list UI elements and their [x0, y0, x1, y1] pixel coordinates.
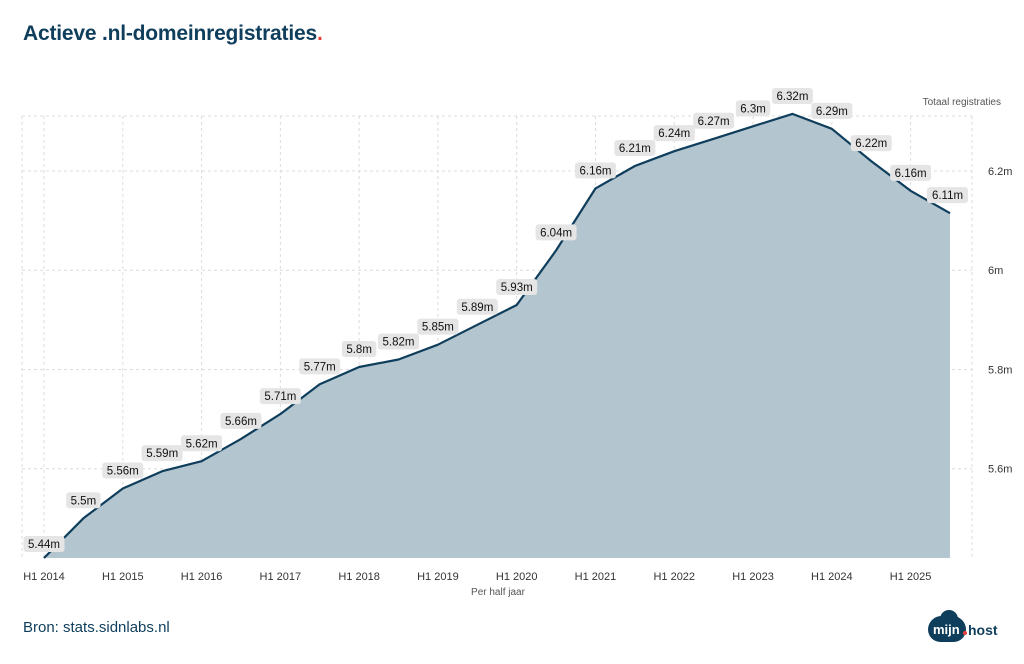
title-text: Actieve .nl-domeinregistraties [23, 22, 317, 45]
cloud-icon [928, 610, 966, 642]
data-label: 5.71m [264, 391, 296, 403]
data-label-bg [341, 340, 377, 357]
data-label-bg [23, 536, 65, 552]
data-label: 6.22m [855, 138, 887, 150]
data-label-bg [890, 164, 932, 181]
data-label-bg [417, 318, 459, 335]
data-label-bg [653, 125, 695, 142]
y-axis-title: Totaal registraties [923, 97, 1001, 108]
data-label: 6.04m [540, 227, 572, 239]
data-label: 5.44m [28, 539, 60, 551]
x-tick-label: H1 2016 [181, 571, 223, 583]
x-axis-title: Per half jaar [471, 587, 526, 598]
series-area [44, 113, 950, 559]
data-label-bg [535, 224, 577, 241]
data-label: 5.85m [422, 322, 454, 334]
source-note: Bron: stats.sidnlabs.nl [23, 619, 170, 636]
data-label-bg [102, 462, 144, 479]
data-label: 5.5m [71, 495, 97, 507]
x-tick-label: H1 2014 [23, 571, 65, 583]
data-label-bg [614, 140, 656, 157]
x-tick-label: H1 2024 [811, 571, 853, 583]
data-label: 5.62m [186, 438, 218, 450]
x-tick-label: H1 2018 [338, 571, 380, 583]
data-label: 5.89m [461, 302, 493, 314]
logo-dot [963, 631, 967, 635]
chart-title: Actieve .nl-domeinregistraties. [23, 22, 323, 46]
data-label-bg [299, 358, 341, 375]
x-tick-label: H1 2021 [575, 571, 617, 583]
data-label: 6.16m [579, 165, 611, 177]
data-label: 5.77m [304, 361, 336, 373]
logo-mijn: mijn [933, 622, 960, 637]
data-label-bg [181, 435, 223, 452]
data-label: 6.27m [698, 116, 730, 128]
data-label-bg [496, 278, 538, 295]
data-label-bg [927, 187, 968, 204]
data-label: 5.56m [107, 466, 139, 478]
data-label-bg [456, 298, 498, 315]
data-label: 5.82m [383, 337, 415, 349]
x-tick-label: H1 2015 [102, 571, 144, 583]
y-tick-label: 5.6m [988, 464, 1012, 476]
y-tick-label: 6.2m [988, 166, 1012, 178]
data-label: 6.11m [932, 190, 963, 202]
data-label-bg [693, 112, 735, 129]
data-label: 5.59m [146, 448, 178, 460]
title-dot: . [316, 22, 323, 45]
data-label: 6.32m [776, 91, 808, 103]
data-label-bg [259, 388, 301, 405]
data-label-bg [574, 162, 616, 179]
x-tick-label: H1 2025 [890, 571, 932, 583]
x-tick-label: H1 2023 [732, 571, 774, 583]
data-label: 6.21m [619, 143, 651, 155]
data-label-bg [66, 492, 101, 509]
logo-host: host [968, 622, 998, 638]
x-tick-label: H1 2019 [417, 571, 459, 583]
data-label-bg [771, 87, 813, 104]
data-label-bg [811, 102, 853, 119]
data-label: 6.29m [816, 106, 848, 118]
data-label: 5.8m [346, 344, 372, 356]
mijn-host-logo: mijn host [928, 610, 1008, 644]
data-label-bg [735, 100, 771, 117]
y-tick-label: 6m [988, 265, 1003, 277]
data-label: 6.24m [658, 128, 690, 140]
x-tick-label: H1 2017 [260, 571, 302, 583]
x-tick-label: H1 2020 [496, 571, 538, 583]
series-line [43, 112, 951, 559]
data-label: 5.66m [225, 416, 257, 428]
y-tick-label: 5.8m [988, 364, 1012, 376]
x-tick-label: H1 2022 [653, 571, 695, 583]
data-label: 5.93m [501, 282, 533, 294]
data-label: 6.3m [740, 103, 766, 115]
data-label-bg [220, 412, 262, 429]
data-label-bg [141, 445, 183, 462]
data-label-bg [850, 135, 892, 152]
data-label-bg [378, 333, 420, 350]
data-label: 6.16m [895, 168, 927, 180]
